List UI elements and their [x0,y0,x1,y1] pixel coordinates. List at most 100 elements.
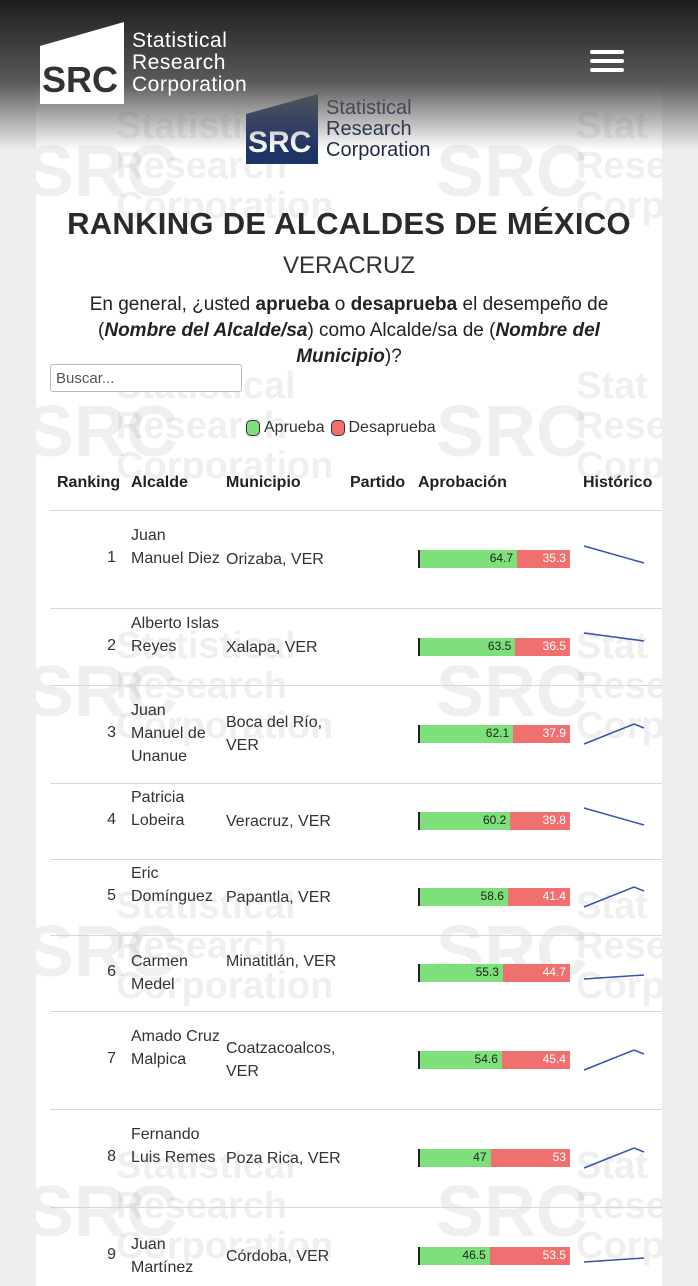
disapproval-value: 45.4 [542,1052,566,1066]
table-divider [50,685,662,686]
approval-segment: 55.3 [420,964,503,982]
disapproval-segment: 37.9 [513,725,570,743]
table-divider [50,935,662,936]
disapproval-value: 37.9 [542,726,566,740]
table-divider [50,608,662,609]
approval-bar: 58.6 41.4 [418,888,572,906]
disapproval-value: 39.8 [542,813,566,827]
disapproval-segment: 39.8 [510,812,570,830]
rank-cell: 7 [107,1050,116,1067]
table-divider [50,1207,662,1208]
historico-sparkline [583,545,645,564]
historico-sparkline [583,974,645,980]
historico-sparkline [583,723,645,745]
disapproval-value: 41.4 [542,889,566,903]
approval-value: 63.5 [487,638,512,653]
approval-value: 60.2 [482,813,507,827]
legend-swatch-red [330,420,345,436]
logo-line-2: Research [132,51,226,74]
logo-line-1: Statistical [132,29,228,52]
municipio-cell: Poza Rica, VER [226,1150,341,1167]
search-input[interactable] [50,364,242,392]
src-logo-icon: SRC [40,22,124,104]
hamburger-menu-icon[interactable] [590,50,624,78]
approval-bar: 64.7 35.3 [418,550,572,568]
approval-bar: 54.6 45.4 [418,1051,572,1069]
disapproval-segment: 41.4 [507,888,570,906]
legend-swatch-green [246,420,260,436]
watermark: SRC [36,392,179,472]
approval-segment: 54.6 [420,1051,502,1069]
disapproval-segment: 53.5 [489,1247,570,1265]
approval-segment: 47 [420,1149,491,1167]
table-row[interactable]: 9 Juan Martínez Córdoba, VER 46.5 53.5 [36,1207,662,1286]
approval-bar: 63.5 36.5 [418,637,572,656]
historico-sparkline [583,886,645,908]
municipio-cell: Coatzacoalcos, VER [226,1040,336,1080]
col-ranking[interactable]: Ranking [57,474,121,491]
municipio-cell: Veracruz, VER [226,813,331,830]
chart-legend: Aprueba Desaprueba [246,419,442,437]
approval-bar: 60.2 39.8 [418,812,572,830]
approval-segment: 60.2 [420,812,511,830]
col-aprobacion[interactable]: Aprobación [418,474,507,491]
table-row[interactable]: 2 Alberto Islas Reyes Xalapa, VER 63.5 36.5 [36,608,662,685]
table-row[interactable]: 7 Amado Cruz Malpica Coatzacoalcos, VER 54.… [36,1011,662,1109]
approval-value: 54.6 [474,1052,498,1066]
historico-sparkline [583,1257,645,1263]
table-divider [50,783,662,784]
table-divider [50,1109,662,1110]
approval-value: 46.5 [462,1248,486,1262]
header-logo[interactable]: SRC Statistical Research Corporation [40,22,247,104]
approval-bar: 47 53 [418,1149,572,1167]
page-subtitle: VERACRUZ [282,252,415,279]
historico-sparkline [583,807,645,826]
historico-sparkline [583,1147,645,1169]
alcalde-cell: Juan Martínez [131,1236,194,1276]
col-alcalde[interactable]: Alcalde [131,474,188,491]
table-row[interactable]: 4 Patricia Lobeira Veracruz, VER 60.2 39.8 [36,783,662,859]
disapproval-segment: 36.5 [515,637,570,656]
page-title: RANKING DE ALCALDES DE MÉXICO [67,206,631,241]
table-row[interactable]: 3 Juan Manuel de Unanue Boca del Río, VER 6… [36,685,662,783]
historico-sparkline [583,631,645,642]
alcalde-cell: Juan Manuel Diez [131,527,220,567]
rank-cell: 5 [107,887,116,904]
municipio-cell: Minatitlán, VER [226,953,337,970]
table-divider [50,1011,662,1012]
table-header: Ranking Alcalde Municipio Partido Aproba… [36,474,662,510]
table-row[interactable]: 1 Juan Manuel Diez Orizaba, VER 64.7 35.3 [36,510,662,608]
disapproval-segment: 53 [490,1149,570,1167]
rank-cell: 4 [107,811,116,828]
approval-segment: 63.5 [420,637,516,656]
approval-bar: 46.5 53.5 [418,1247,572,1265]
approval-segment: 58.6 [420,888,508,906]
watermark: SRC [436,392,589,472]
approval-value: 55.3 [475,965,499,979]
approval-segment: 62.1 [420,725,514,743]
svg-text:SRC: SRC [42,59,118,100]
col-historico[interactable]: Histórico [583,474,653,491]
alcalde-cell: Eric Domínguez [131,865,213,905]
alcalde-cell: Carmen Medel [131,953,188,993]
approval-value: 58.6 [480,889,504,903]
disapproval-segment: 44.7 [502,964,570,982]
table-row[interactable]: 5 Eric Domínguez Papantla, VER 58.6 41.4 [36,859,662,935]
disapproval-segment: 45.4 [501,1051,570,1069]
table-row[interactable]: 8 Fernando Luis Remes Poza Rica, VER 47 53 [36,1109,662,1207]
disapproval-value: 44.7 [542,965,566,979]
table-divider [50,510,662,511]
municipio-cell: Boca del Río, VER [226,714,323,754]
historico-sparkline [583,1049,645,1071]
legend-item-desaprueba: Desaprueba [330,419,436,437]
rank-cell: 3 [107,724,116,741]
rank-cell: 1 [107,549,116,566]
table-row[interactable]: 6 Carmen Medel Minatitlán, VER 55.3 44.7 [36,935,662,1011]
municipio-cell: Xalapa, VER [226,638,318,656]
disapproval-value: 36.5 [542,638,566,653]
rank-cell: 2 [107,636,116,654]
col-municipio[interactable]: Municipio [226,474,301,491]
col-partido[interactable]: Partido [350,474,406,491]
survey-question: En general, ¿usted aprueba o desaprueba … [89,294,609,367]
